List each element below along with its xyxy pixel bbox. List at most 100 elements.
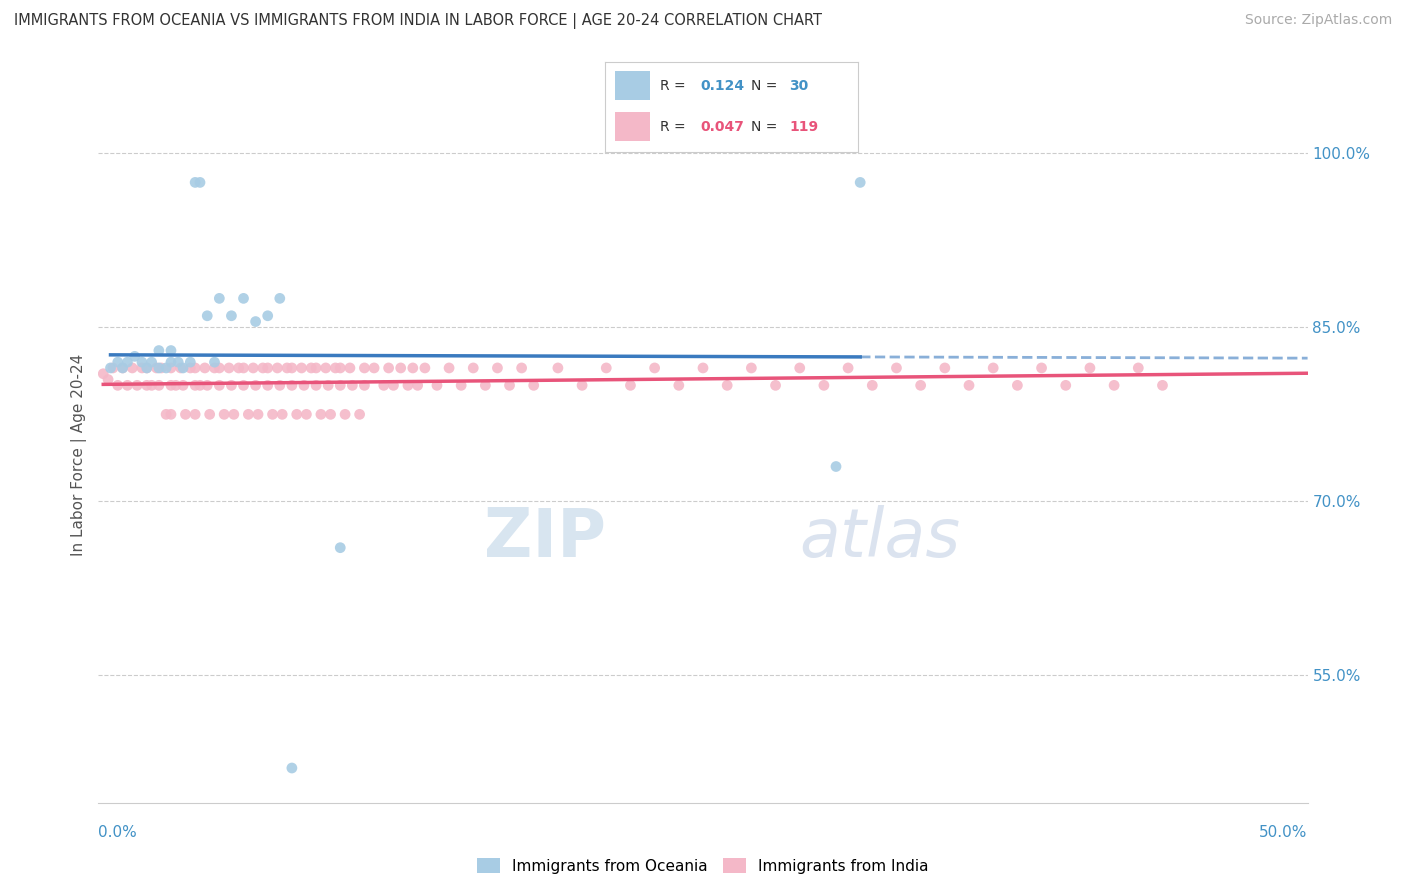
Point bbox=[169, 361, 191, 376]
Text: 119: 119 bbox=[789, 120, 818, 134]
Point bbox=[373, 378, 395, 392]
Text: R =: R = bbox=[661, 120, 690, 134]
Point bbox=[450, 378, 472, 392]
Point bbox=[299, 361, 322, 376]
Point bbox=[668, 378, 690, 392]
Point bbox=[269, 378, 291, 392]
Point bbox=[131, 355, 153, 369]
Point bbox=[208, 378, 231, 392]
Point bbox=[160, 343, 183, 358]
Text: Source: ZipAtlas.com: Source: ZipAtlas.com bbox=[1244, 13, 1392, 28]
Point bbox=[281, 361, 304, 376]
Point bbox=[174, 407, 197, 422]
Point bbox=[333, 407, 356, 422]
Point bbox=[212, 407, 235, 422]
Point bbox=[292, 378, 315, 392]
Point bbox=[295, 407, 318, 422]
Point bbox=[329, 378, 352, 392]
Point bbox=[204, 361, 226, 376]
Point bbox=[290, 361, 312, 376]
Point bbox=[1128, 361, 1150, 376]
Point bbox=[319, 407, 342, 422]
Point bbox=[107, 378, 129, 392]
Point bbox=[127, 378, 149, 392]
Y-axis label: In Labor Force | Age 20-24: In Labor Force | Age 20-24 bbox=[72, 354, 87, 556]
Point bbox=[232, 361, 254, 376]
Point bbox=[111, 361, 134, 376]
Point bbox=[266, 361, 288, 376]
Point bbox=[692, 361, 714, 376]
Point bbox=[860, 378, 883, 392]
Point bbox=[155, 407, 177, 422]
Point bbox=[571, 378, 593, 392]
Point bbox=[91, 367, 114, 381]
Point bbox=[285, 407, 308, 422]
Point bbox=[837, 361, 859, 376]
Point bbox=[474, 378, 496, 392]
Point bbox=[232, 378, 254, 392]
Point bbox=[218, 361, 240, 376]
Point bbox=[510, 361, 533, 376]
Point bbox=[111, 361, 134, 376]
Point bbox=[413, 361, 436, 376]
Point bbox=[188, 175, 211, 190]
Point bbox=[194, 361, 217, 376]
Point bbox=[195, 378, 218, 392]
Point bbox=[910, 378, 932, 392]
Point bbox=[271, 407, 294, 422]
Bar bbox=[614, 112, 650, 141]
Point bbox=[329, 541, 352, 555]
Text: 0.124: 0.124 bbox=[700, 78, 745, 93]
Point bbox=[135, 361, 157, 376]
Point bbox=[716, 378, 738, 392]
Point bbox=[208, 361, 231, 376]
Point bbox=[208, 291, 231, 305]
Text: R =: R = bbox=[661, 78, 690, 93]
Point bbox=[141, 378, 163, 392]
Point bbox=[389, 361, 412, 376]
Point bbox=[363, 361, 385, 376]
Point bbox=[1152, 378, 1174, 392]
Point bbox=[184, 361, 207, 376]
Point bbox=[396, 378, 419, 392]
Point bbox=[256, 309, 278, 323]
Point bbox=[184, 175, 207, 190]
Text: IMMIGRANTS FROM OCEANIA VS IMMIGRANTS FROM INDIA IN LABOR FORCE | AGE 20-24 CORR: IMMIGRANTS FROM OCEANIA VS IMMIGRANTS FR… bbox=[14, 13, 823, 29]
Text: ZIP: ZIP bbox=[484, 506, 606, 572]
Point bbox=[167, 355, 190, 369]
Point bbox=[179, 355, 201, 369]
Point bbox=[117, 355, 139, 369]
Point bbox=[124, 350, 146, 364]
Point bbox=[342, 378, 364, 392]
Point bbox=[934, 361, 956, 376]
Point bbox=[198, 407, 221, 422]
Point bbox=[825, 459, 848, 474]
Point bbox=[222, 407, 245, 422]
Point bbox=[595, 361, 617, 376]
Point bbox=[242, 361, 264, 376]
Point bbox=[262, 407, 284, 422]
Point bbox=[141, 355, 163, 369]
Point bbox=[276, 361, 298, 376]
Point bbox=[256, 361, 278, 376]
Point bbox=[305, 378, 328, 392]
Point bbox=[547, 361, 569, 376]
Legend: Immigrants from Oceania, Immigrants from India: Immigrants from Oceania, Immigrants from… bbox=[471, 852, 935, 880]
Point bbox=[402, 361, 425, 376]
Point bbox=[486, 361, 509, 376]
Point bbox=[644, 361, 666, 376]
Point bbox=[281, 761, 304, 775]
Point bbox=[135, 361, 157, 376]
Point bbox=[100, 361, 122, 376]
Point bbox=[256, 378, 278, 392]
Point bbox=[349, 407, 371, 422]
Text: N =: N = bbox=[751, 120, 782, 134]
Point bbox=[981, 361, 1004, 376]
Point bbox=[1031, 361, 1053, 376]
Point bbox=[232, 291, 254, 305]
Point bbox=[188, 378, 211, 392]
Point bbox=[148, 343, 170, 358]
Point bbox=[437, 361, 460, 376]
Point bbox=[155, 361, 177, 376]
Point bbox=[228, 361, 250, 376]
